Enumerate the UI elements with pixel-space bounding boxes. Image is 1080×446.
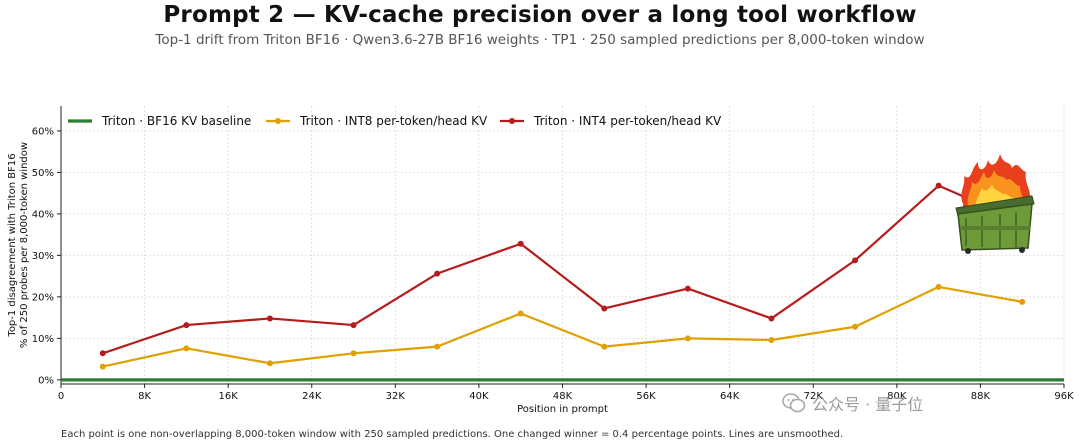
legend: Triton · BF16 KV baseline Triton · INT8 p… (68, 114, 722, 128)
series-line (102, 285, 1023, 368)
legend-marker (275, 118, 281, 124)
data-point (183, 345, 190, 352)
data-point (684, 285, 691, 292)
watermark: 公众号 · 量子位 (782, 390, 923, 416)
chart-title: Prompt 2 — KV-cache precision over a lon… (163, 2, 917, 28)
data-point (350, 322, 357, 329)
data-point (1019, 298, 1026, 305)
data-point (517, 310, 524, 317)
series-2 (99, 182, 1026, 357)
y-tick-label: 60% (32, 126, 54, 137)
x-tick-label: 40K (469, 391, 489, 402)
x-axis-title: Position in prompt (517, 404, 608, 415)
x-tick-label: 72K (804, 391, 824, 402)
x-tick-label: 88K (971, 391, 991, 402)
y-tick-label: 40% (32, 209, 54, 220)
y-tick-label: 10% (32, 334, 54, 345)
y-axis-title: Top-1 disagreement with Triton BF16 (7, 153, 18, 337)
data-point (517, 240, 524, 247)
x-tick-label: 48K (553, 391, 573, 402)
y-tick-label: 0% (38, 375, 54, 386)
wechat-logo-icon (782, 393, 806, 413)
watermark-text: 公众号 · 量子位 (812, 395, 924, 414)
data-point (768, 337, 775, 344)
x-tick-label: 64K (720, 391, 740, 402)
legend-marker (509, 118, 515, 124)
data-point (99, 363, 106, 370)
data-point (601, 343, 608, 350)
x-tick-label: 96K (1054, 391, 1074, 402)
legend-item-2: Triton · INT4 per-token/head KV (500, 114, 722, 128)
series-lines (61, 182, 1064, 382)
axes: 0 8K 16K 24K 32K 40K 48K 56K 64K 72K 80K 88K 96K 0% 10… (7, 106, 1074, 415)
data-point (768, 315, 775, 322)
data-point (434, 343, 441, 350)
data-point (434, 270, 441, 277)
x-tick-label: 8K (138, 391, 151, 402)
grid (60, 106, 1065, 384)
x-tick-label: 80K (887, 391, 907, 402)
legend-label: Triton · INT8 per-token/head KV (299, 114, 488, 128)
series-1 (99, 283, 1026, 370)
legend-label: Triton · BF16 KV baseline (101, 114, 251, 128)
data-point (852, 323, 859, 330)
y-tick-label: 30% (32, 251, 54, 262)
data-point (266, 315, 273, 322)
data-point (852, 257, 859, 264)
burning-dumpster-icon (955, 154, 1035, 254)
legend-item-0: Triton · BF16 KV baseline (68, 114, 251, 128)
x-tick-label: 0 (58, 391, 64, 402)
x-tick-label: 56K (636, 391, 656, 402)
legend-item-1: Triton · INT8 per-token/head KV (266, 114, 488, 128)
data-point (266, 360, 273, 367)
data-point (183, 322, 190, 329)
chart-subtitle: Top-1 drift from Triton BF16 · Qwen3.6-2… (155, 32, 925, 48)
data-point (350, 350, 357, 357)
series-line (102, 184, 1023, 355)
y-tick-label: 50% (32, 168, 54, 179)
data-point (684, 335, 691, 342)
data-point (935, 283, 942, 290)
x-tick-label: 16K (219, 391, 239, 402)
legend-label: Triton · INT4 per-token/head KV (533, 114, 722, 128)
x-tick-label: 24K (302, 391, 322, 402)
data-point (601, 305, 608, 312)
chart-footnote: Each point is one non-overlapping 8,000-… (61, 429, 844, 440)
x-tick-label: 32K (386, 391, 406, 402)
y-axis-subtitle: % of 250 probes per 8,000-token window (19, 142, 30, 348)
data-point (935, 182, 942, 189)
data-point (99, 350, 106, 357)
y-tick-label: 20% (32, 292, 54, 303)
